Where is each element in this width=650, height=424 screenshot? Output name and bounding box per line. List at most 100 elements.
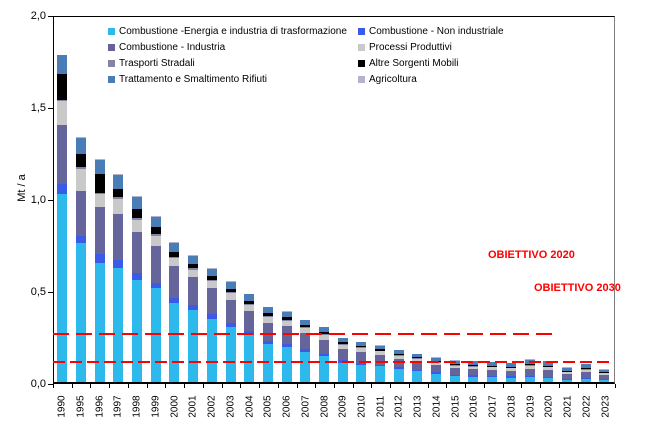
- bar-segment: [337, 345, 348, 350]
- bar-segment: [356, 362, 367, 365]
- bar-segment: [356, 341, 367, 343]
- bar-segment: [132, 218, 143, 221]
- bar-segment: [580, 377, 591, 380]
- x-axis-label-text: 2006: [281, 394, 293, 418]
- x-axis-tick: [127, 384, 129, 388]
- bar-segment: [300, 351, 311, 382]
- bar-segment: [524, 365, 535, 366]
- x-axis-label: 2004: [240, 390, 259, 422]
- x-axis-label-text: 2022: [581, 394, 593, 418]
- bar-segment: [580, 368, 591, 370]
- x-axis-tick: [427, 384, 429, 388]
- bar-segment: [393, 367, 404, 370]
- bar-segment: [225, 281, 236, 289]
- stacked-bar-2021: [561, 367, 572, 382]
- x-axis-label-text: 2016: [468, 394, 480, 418]
- bar-segment: [449, 364, 460, 366]
- bar-segment: [468, 376, 479, 382]
- bar-segment: [188, 268, 199, 270]
- bar-segment: [487, 375, 498, 378]
- bar-segment: [188, 305, 199, 311]
- bar-segment: [318, 327, 329, 333]
- x-axis-label: 2000: [165, 390, 184, 422]
- bar-segment: [188, 255, 199, 256]
- bar-segment: [262, 344, 273, 382]
- bar-segment: [57, 101, 68, 126]
- x-axis-tick: [165, 384, 167, 388]
- bar-segment: [244, 303, 255, 305]
- bar-segment: [375, 366, 386, 382]
- bar-segment: [580, 363, 591, 365]
- bar-segment: [412, 354, 423, 358]
- x-axis-label: 2006: [278, 390, 297, 422]
- bar-segment: [225, 293, 236, 300]
- target-label-2020: OBIETTIVO 2020: [488, 249, 575, 261]
- legend-label: Trattamento e Smaltimento Rifiuti: [119, 74, 268, 85]
- x-axis-label: 1999: [147, 390, 166, 422]
- x-axis-label-text: 2005: [262, 394, 274, 418]
- x-axis-label: 2015: [446, 390, 465, 422]
- bar-segment: [505, 376, 516, 378]
- bar-segment: [356, 342, 367, 346]
- bar-segment: [468, 369, 479, 376]
- x-axis-label-text: 2004: [244, 394, 256, 418]
- legend-item: Altre Sorgenti Mobili: [358, 58, 504, 69]
- bar-segment: [150, 233, 161, 236]
- bar-segment: [150, 235, 161, 246]
- bar-segment: [468, 366, 479, 370]
- bar-segment: [375, 345, 386, 346]
- x-axis-label-text: 2021: [562, 394, 574, 418]
- bar-segment: [487, 367, 498, 370]
- bar-segment: [76, 137, 87, 139]
- x-axis-label: 2021: [559, 390, 578, 422]
- x-axis-tick: [408, 384, 410, 388]
- legend-label: Agricoltura: [369, 74, 417, 85]
- bar-segment: [449, 365, 460, 366]
- bars-container: [53, 16, 614, 382]
- bar-segment: [449, 365, 460, 369]
- bar-segment: [599, 380, 610, 382]
- bar-segment: [113, 267, 124, 382]
- x-axis-label: 1990: [53, 390, 72, 422]
- stacked-bar-2002: [206, 267, 217, 382]
- x-axis-label-text: 2001: [187, 394, 199, 418]
- bar-segment: [543, 370, 554, 377]
- x-axis-label: 2011: [371, 390, 390, 422]
- bar-segment: [300, 328, 311, 334]
- legend-item: Trasporti Stradali: [108, 58, 358, 69]
- bar-segment: [244, 293, 255, 295]
- x-axis-tick: [146, 384, 148, 388]
- bar-segment: [132, 232, 143, 274]
- legend-swatch-icon: [358, 28, 365, 35]
- bar-segment: [281, 311, 292, 318]
- target-label-2030: OBIETTIVO 2030: [534, 282, 621, 294]
- bar-segment: [543, 365, 554, 367]
- bar-segment: [169, 302, 180, 382]
- bar-segment: [524, 359, 535, 360]
- x-axis-label: 2022: [578, 390, 597, 422]
- bar-segment: [580, 371, 591, 378]
- x-axis-tick: [465, 384, 467, 388]
- bar-segment: [188, 310, 199, 382]
- y-axis-tick-label: 0,5: [30, 285, 46, 298]
- bar-segment: [262, 316, 273, 323]
- legend-swatch-icon: [108, 28, 115, 35]
- bar-segment: [431, 373, 442, 382]
- bar-segment: [169, 252, 180, 257]
- bar-segment: [132, 279, 143, 382]
- bar-segment: [281, 343, 292, 348]
- bar-segment: [505, 362, 516, 364]
- bar-segment: [449, 376, 460, 382]
- bar-segment: [487, 362, 498, 366]
- stacked-bar-2001: [188, 255, 199, 382]
- bar-segment: [206, 268, 217, 277]
- bar-segment: [412, 353, 423, 355]
- legend-swatch-icon: [358, 44, 365, 51]
- bar-segment: [244, 304, 255, 312]
- stacked-bar-2005: [262, 306, 273, 382]
- bar-segment: [561, 373, 572, 379]
- bar-segment: [150, 245, 161, 283]
- bar-segment: [561, 378, 572, 380]
- x-axis-tick: [90, 384, 92, 388]
- x-axis-tick: [577, 384, 579, 388]
